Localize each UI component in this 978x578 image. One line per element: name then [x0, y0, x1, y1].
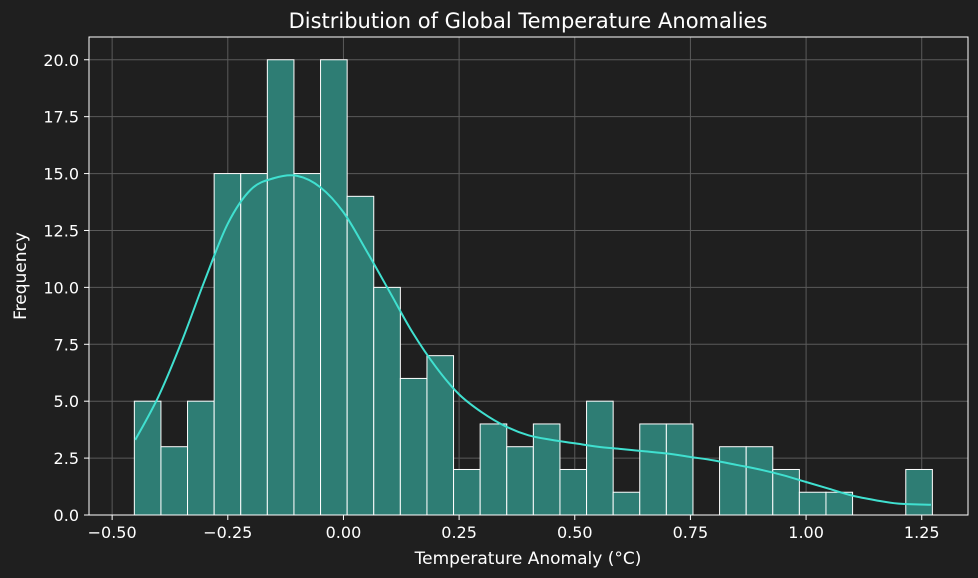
chart-title: Distribution of Global Temperature Anoma… — [289, 9, 768, 33]
x-tick-label: 0.25 — [441, 523, 477, 542]
histogram-bar — [240, 173, 268, 516]
x-axis-title: Temperature Anomaly (°C) — [414, 549, 642, 569]
histogram-bar — [346, 195, 375, 516]
y-tick-label: 15.0 — [43, 165, 79, 184]
y-tick-label: 5.0 — [54, 392, 79, 411]
histogram-bar — [453, 468, 481, 516]
x-tick-label: 1.00 — [788, 523, 824, 542]
histogram-bar — [160, 446, 189, 516]
histogram-bar — [266, 59, 295, 516]
x-tick-label: −0.50 — [88, 523, 137, 542]
histogram-bar — [479, 423, 508, 516]
histogram-bar — [399, 377, 428, 516]
y-tick-label: 12.5 — [43, 221, 79, 240]
histogram-bar — [187, 400, 215, 516]
histogram-bar — [745, 446, 774, 516]
y-tick-label: 10.0 — [43, 278, 79, 297]
histogram-bar — [133, 400, 162, 516]
y-tick-label: 20.0 — [43, 51, 79, 70]
x-tick-label: 0.50 — [557, 523, 593, 542]
histogram-bar — [426, 355, 455, 516]
y-tick-label: 17.5 — [43, 108, 79, 127]
x-axis-ticks: −0.50 −0.25 0.00 0.25 0.50 0.75 1.00 1.25 — [88, 515, 940, 542]
histogram-bars — [133, 59, 933, 516]
y-axis-ticks: 0.0 2.5 5.0 7.5 10.0 12.5 15.0 17.5 20.0 — [43, 51, 89, 525]
kde-curve — [134, 174, 932, 506]
plot-frame — [88, 36, 969, 516]
histogram-bar — [559, 468, 588, 516]
histogram-bar — [612, 491, 641, 516]
histogram-bar — [293, 173, 322, 516]
histogram-bar — [320, 59, 348, 516]
x-tick-label: 0.75 — [673, 523, 709, 542]
y-tick-label: 2.5 — [54, 449, 79, 468]
histogram-bar — [665, 423, 694, 516]
histogram-bar — [373, 286, 401, 516]
histogram-bar — [905, 468, 933, 516]
histogram-bar — [639, 423, 667, 516]
y-axis-title: Frequency — [11, 232, 31, 320]
y-tick-label: 7.5 — [54, 335, 79, 354]
y-tick-label: 0.0 — [54, 506, 79, 525]
histogram-bar — [586, 400, 614, 516]
x-tick-label: −0.25 — [203, 523, 252, 542]
x-tick-label: 0.00 — [326, 523, 362, 542]
histogram-bar — [798, 491, 827, 516]
histogram-bar — [719, 446, 747, 516]
x-tick-label: 1.25 — [904, 523, 940, 542]
histogram-bar — [506, 446, 534, 516]
